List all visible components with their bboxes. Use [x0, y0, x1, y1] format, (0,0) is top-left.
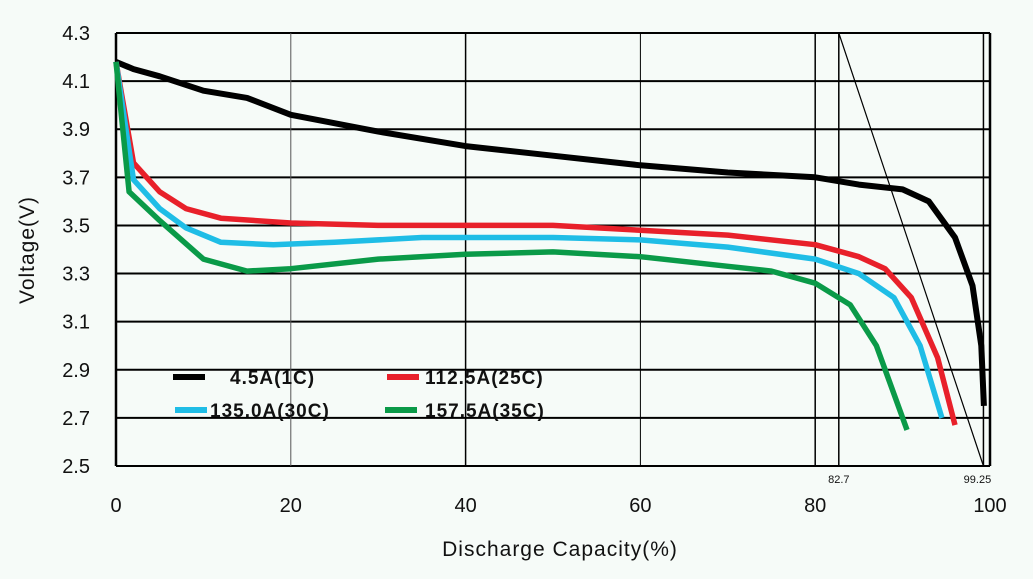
tick-labels: 2.5 2.7 2.9 3.1 3.3 3.5 3.7 3.9 4.1 4.3 0 20 40 60 80 1… [62, 23, 1007, 517]
series-lines [113, 59, 987, 431]
x-tick-label: 60 [629, 495, 651, 517]
x-tick-label: 40 [454, 495, 476, 517]
y-tick-label: 3.7 [62, 167, 90, 189]
x-tick-label: 80 [804, 495, 826, 517]
y-tick-label: 3.1 [62, 312, 90, 334]
y-tick-label: 2.5 [62, 456, 90, 478]
y-tick-label: 3.5 [62, 215, 90, 237]
series-line-4 [113, 61, 910, 431]
x-tick-label: 100 [973, 495, 1006, 517]
y-tick-label: 4.1 [62, 71, 90, 93]
series-line-2 [113, 61, 958, 426]
y-tick-label: 2.7 [62, 408, 90, 430]
x-tick-label: 20 [280, 495, 302, 517]
tangent-line [838, 32, 985, 467]
y-tick-label: 3.9 [62, 119, 90, 141]
series-line-3 [113, 61, 945, 419]
y-tick-label: 3.3 [62, 264, 90, 286]
legend: 4.5A(1C) 112.5A(25C) 135.0A(30C) 157.5A(35C… [173, 368, 545, 422]
annotation-label: 82.7 [828, 474, 849, 486]
legend-label: 112.5A(25C) [425, 368, 544, 389]
x-tick-label: 0 [110, 495, 121, 517]
legend-label: 135.0A(30C) [210, 401, 330, 422]
y-axis-label: Voltage(V) [16, 196, 39, 304]
legend-label: 4.5A(1C) [230, 368, 315, 389]
annotation-label: 99.25 [964, 474, 992, 486]
y-tick-label: 2.9 [62, 360, 90, 382]
series-line-1 [114, 59, 987, 407]
x-axis-label: Discharge Capacity(%) [442, 538, 678, 561]
legend-label: 157.5A(35C) [425, 401, 545, 422]
y-tick-label: 4.3 [62, 23, 90, 45]
